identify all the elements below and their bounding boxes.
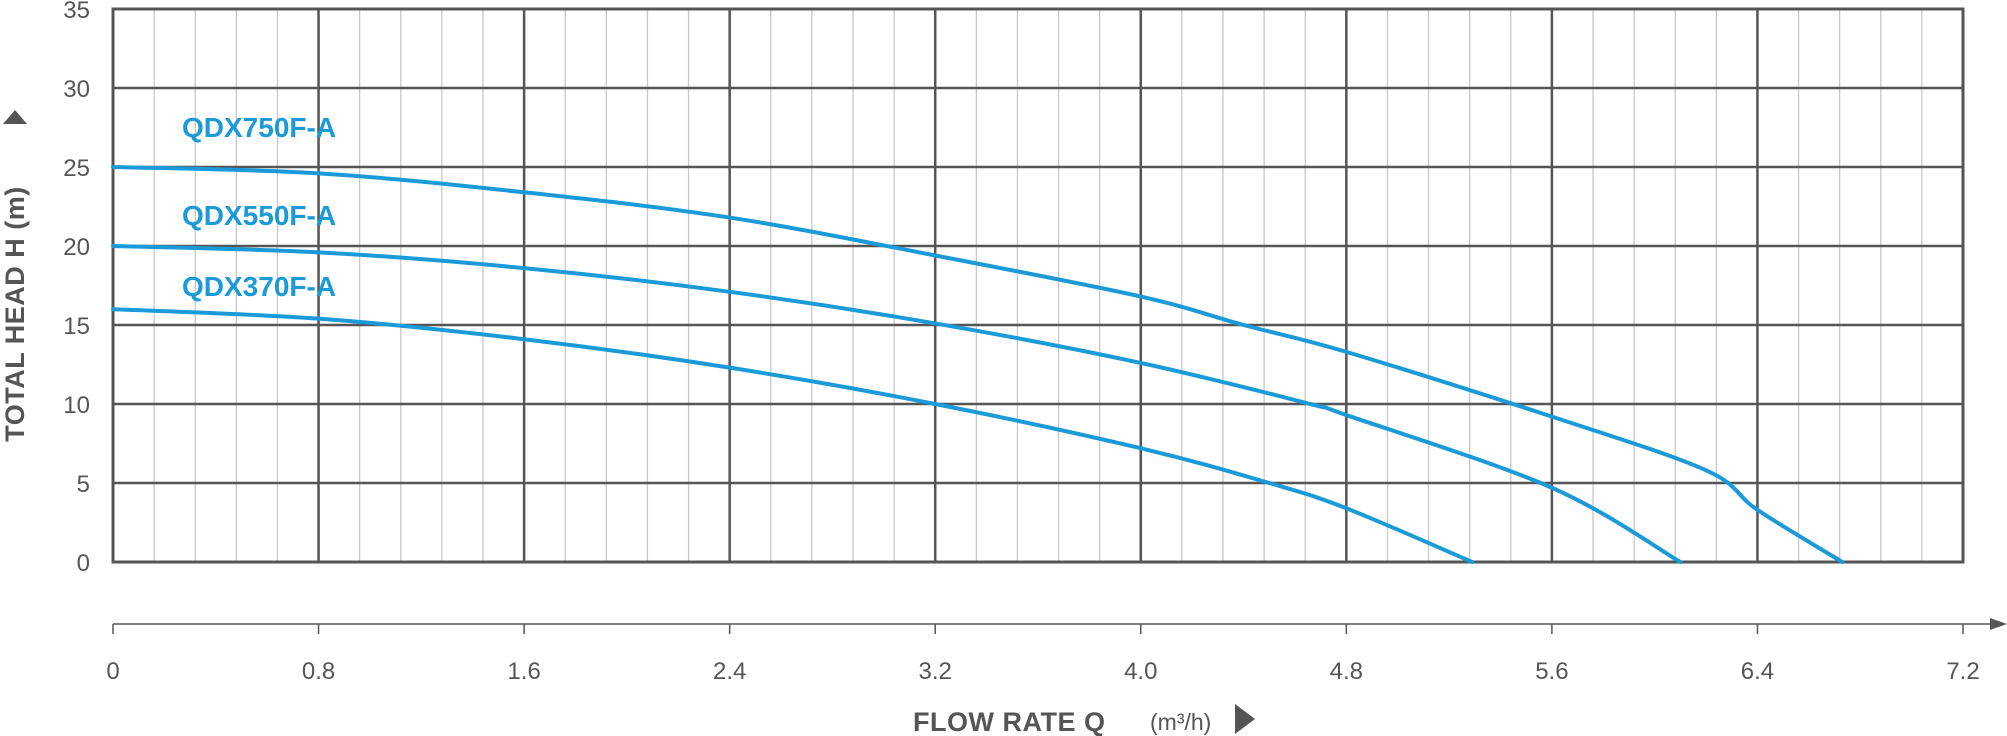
x-tick-label: 7.2 (1946, 658, 1979, 685)
x-tick-label: 3.2 (919, 658, 952, 685)
y-tick-labels: 35 30 25 20 15 10 5 0 (63, 0, 90, 577)
y-tick-label: 30 (63, 76, 90, 103)
series-label: QDX370F-A (182, 271, 336, 302)
x-tick-label: 0 (106, 658, 119, 685)
x-tick-label: 1.6 (507, 658, 540, 685)
series-labels: QDX750F-A QDX550F-A QDX370F-A (182, 112, 336, 302)
y-axis-arrow-icon (3, 110, 27, 124)
series-line (111, 244, 1683, 564)
x-tick-label: 4.8 (1330, 658, 1363, 685)
x-axis-end-arrow-icon (1990, 618, 2007, 630)
pump-curves (111, 165, 1845, 564)
y-tick-label: 5 (77, 471, 90, 498)
series-line (111, 307, 1475, 564)
y-tick-label: 25 (63, 155, 90, 182)
x-axis-arrow-icon (1235, 704, 1255, 734)
y-axis-title: TOTAL HEAD H (m) (0, 186, 30, 442)
y-tick-label: 35 (63, 0, 90, 24)
major-grid (113, 9, 1963, 562)
series-label: QDX550F-A (182, 200, 336, 231)
x-axis-unit: (m³/h) (1150, 709, 1211, 735)
x-axis-title: FLOW RATE Q (913, 707, 1105, 736)
y-tick-label: 20 (63, 234, 90, 261)
x-tick-label: 5.6 (1535, 658, 1568, 685)
x-tick-label: 4.0 (1124, 658, 1157, 685)
x-tick-label: 6.4 (1741, 658, 1774, 685)
x-tick-label: 2.4 (713, 658, 746, 685)
y-tick-label: 0 (77, 550, 90, 577)
y-tick-label: 15 (63, 313, 90, 340)
series-label: QDX750F-A (182, 112, 336, 143)
x-tick-label: 0.8 (302, 658, 335, 685)
plot-frame (111, 7, 1965, 564)
minor-grid (153, 9, 1923, 562)
series-line (111, 165, 1845, 564)
x-axis: 0 0.8 1.6 2.4 3.2 4.0 4.8 5.6 6.4 7.2 (106, 618, 2007, 685)
y-tick-label: 10 (63, 392, 90, 419)
